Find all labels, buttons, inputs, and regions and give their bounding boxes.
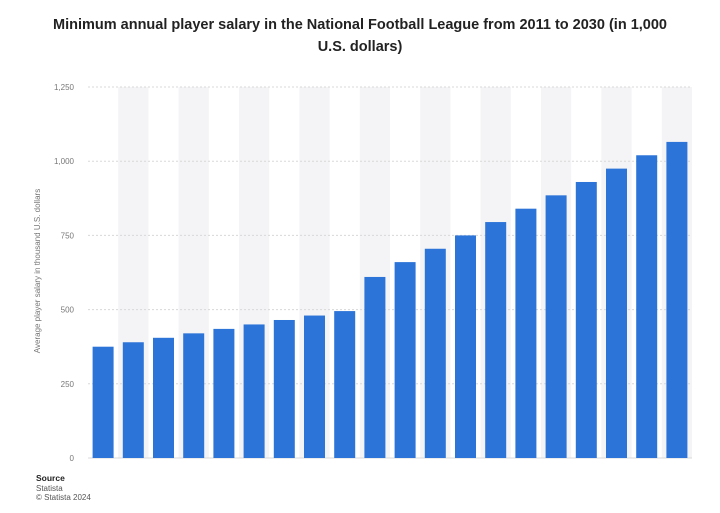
bar-2022[interactable] (424, 248, 446, 458)
bar-2011[interactable] (92, 346, 114, 458)
bar-2023[interactable] (455, 235, 476, 458)
bar-2013[interactable] (153, 337, 174, 458)
y-tick-label: 750 (61, 231, 75, 240)
source-line-2: © Statista 2024 (36, 493, 91, 502)
y-tick-label: 1,000 (54, 157, 75, 166)
source-label: Source (36, 473, 65, 483)
bar-2026[interactable] (545, 195, 567, 458)
bar-2028[interactable] (606, 168, 627, 458)
bar-2014[interactable] (183, 333, 205, 458)
bars (92, 141, 688, 458)
source-line-1: Statista (36, 483, 63, 493)
y-tick-label: 500 (61, 306, 75, 315)
y-axis-ticks: 0 250 500 750 1,000 1,250 (54, 83, 75, 463)
bar-2012[interactable] (122, 342, 144, 458)
source-note: Source Statista © Statista 2024 (36, 473, 91, 503)
bar-2019[interactable] (334, 311, 356, 458)
y-axis-label: Average player salary in thousand U.S. d… (33, 189, 42, 353)
bar-2020[interactable] (364, 276, 386, 458)
bar-2029[interactable] (636, 155, 658, 458)
y-tick-label: 1,250 (54, 83, 75, 92)
bar-2018[interactable] (304, 315, 325, 458)
bar-2021[interactable] (394, 262, 416, 458)
bar-2016[interactable] (243, 324, 265, 458)
bar-2030[interactable] (666, 141, 688, 458)
bar-2017[interactable] (273, 319, 295, 458)
y-tick-label: 0 (70, 454, 75, 463)
bar-2025[interactable] (515, 208, 537, 458)
bar-2027[interactable] (575, 181, 597, 458)
bar-2024[interactable] (485, 222, 507, 458)
chart-title: Minimum annual player salary in the Nati… (52, 17, 667, 55)
y-tick-label: 250 (61, 380, 75, 389)
bar-2015[interactable] (213, 328, 235, 458)
